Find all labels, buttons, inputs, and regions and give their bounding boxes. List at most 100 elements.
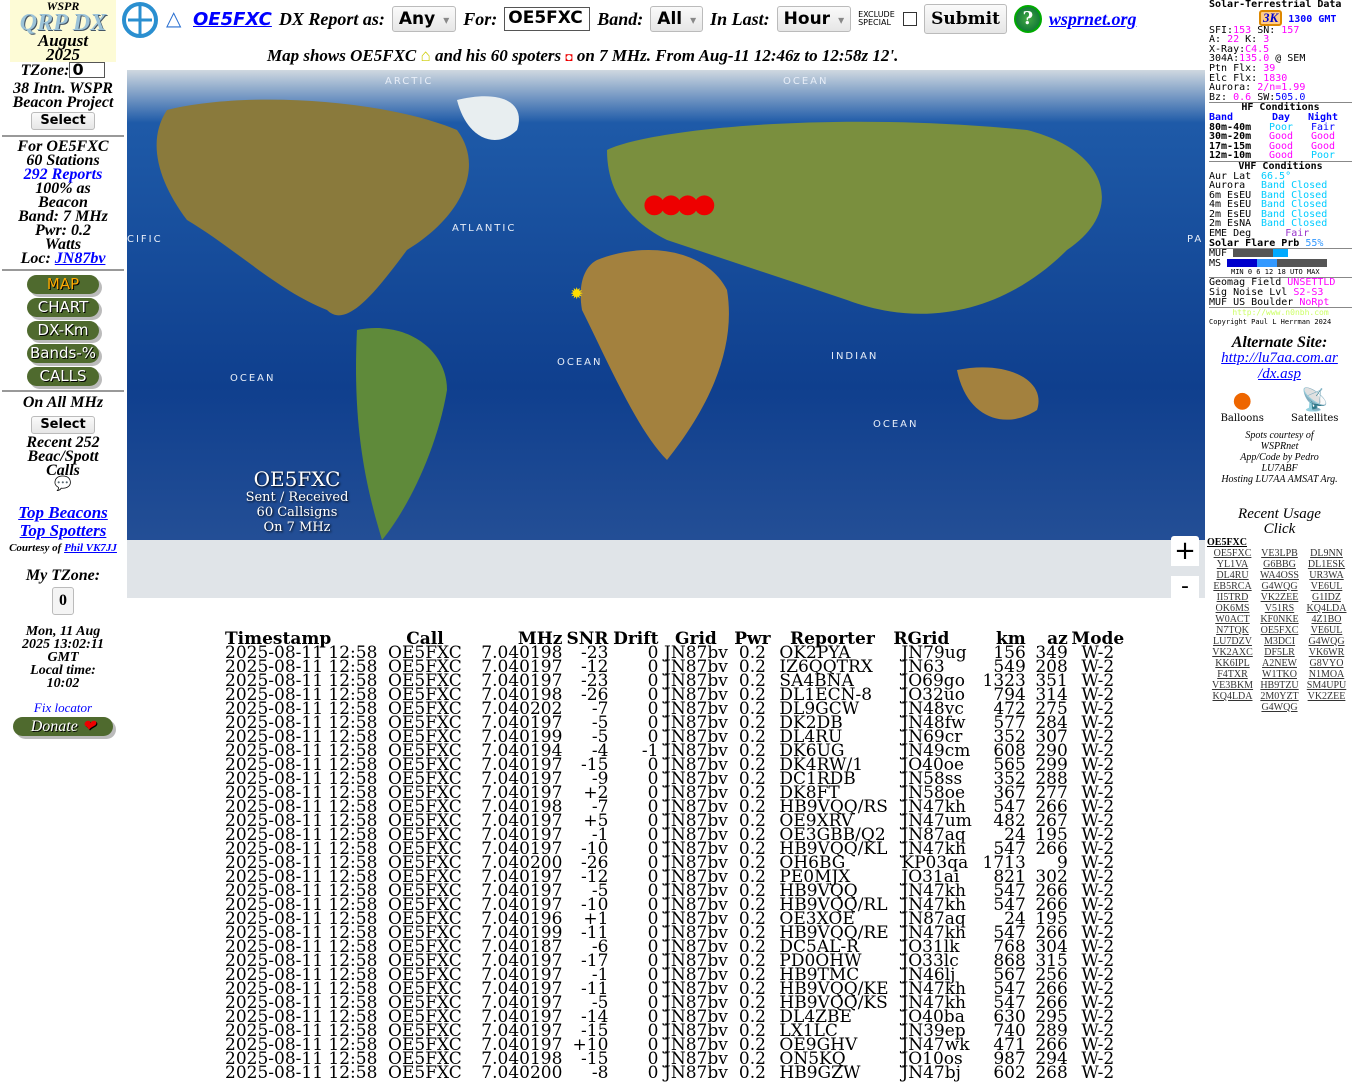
recent-call-link[interactable]: W1TKO xyxy=(1262,668,1297,680)
recent-call-link[interactable]: F4TXR xyxy=(1217,668,1248,680)
phil-link[interactable]: Phil VK7JJ xyxy=(64,542,117,554)
recent-call-link[interactable]: VK6WR xyxy=(1308,646,1345,658)
recent-call-link[interactable]: OE5FXC xyxy=(1213,547,1252,559)
recent-call-link[interactable]: N1MOA xyxy=(1308,668,1345,680)
recent-call-link[interactable]: G1IDZ xyxy=(1312,591,1341,603)
cell-az: 302 xyxy=(1035,867,1068,887)
cell-km: 547 xyxy=(993,881,1026,901)
band-select[interactable]: All xyxy=(650,6,704,32)
callsign-input[interactable]: OE5FXC xyxy=(504,7,591,31)
qrp-dx-logo[interactable]: WSPR QRP DX August 2025 xyxy=(10,0,116,63)
recent-call-link[interactable]: WA4OSS xyxy=(1260,569,1299,581)
all-mhz-select[interactable]: Select xyxy=(31,416,95,434)
recent-call-link[interactable]: G4WQG xyxy=(1261,701,1298,713)
recent-call-link[interactable]: VK2ZEE xyxy=(1307,690,1346,702)
cell-km: 24 xyxy=(1004,909,1026,929)
globe-icon[interactable] xyxy=(120,1,160,39)
recent-call-link[interactable]: VK2AXC xyxy=(1212,646,1253,658)
recent-call-link[interactable]: KQ4LDA xyxy=(1212,690,1253,702)
alt-site-link[interactable]: http://lu7aa.com.ar xyxy=(1221,349,1338,366)
recent-call-link[interactable]: M3DCI xyxy=(1263,635,1296,647)
hf-row: 12m-10m Good Poor xyxy=(1209,151,1352,161)
recent-call-link[interactable]: DL1ESK xyxy=(1307,558,1346,570)
recent-call-link[interactable]: DL4RU xyxy=(1216,569,1249,581)
top-spotters-link[interactable]: Top Spotters xyxy=(19,521,107,540)
n0nbh-link[interactable]: http://www.n0nbh.com xyxy=(1209,307,1352,318)
recent-head[interactable]: OE5FXC xyxy=(1207,536,1247,548)
project-line1: 38 Intn. WSPR xyxy=(13,80,113,97)
top-beacons-link[interactable]: Top Beacons xyxy=(18,503,108,522)
spotter-marker-icon: ◘ xyxy=(565,50,573,64)
my-tzone-button[interactable]: 0 xyxy=(52,587,74,615)
fix-locator-link[interactable]: Fix locator xyxy=(33,700,93,715)
recent-call-link[interactable]: VE3BKM xyxy=(1211,679,1254,691)
recent-call-link[interactable]: DF5LR xyxy=(1264,646,1295,658)
nav-map-button[interactable]: MAP xyxy=(27,275,99,294)
nav-bands-button[interactable]: Bands-% xyxy=(27,344,99,363)
recent-call-link[interactable]: II5TRD xyxy=(1216,591,1249,603)
recent-call-link[interactable]: YL1VA xyxy=(1216,558,1249,570)
cell-call: OE5FXC xyxy=(388,867,462,887)
zoom-out-button[interactable]: - xyxy=(1171,576,1199,598)
cell-mhz: 7.040198 xyxy=(481,643,563,663)
nav-dxkm-button[interactable]: DX-Km xyxy=(27,321,99,340)
recent-call-link[interactable]: HB9TZU xyxy=(1260,679,1299,691)
locator-link[interactable]: JN87bv xyxy=(54,250,106,267)
cell-pwr: 0.2 xyxy=(738,895,766,915)
tzone-input[interactable]: 0 xyxy=(69,62,106,78)
wsprnet-link[interactable]: wsprnet.org xyxy=(1048,8,1137,29)
satellites-link[interactable]: 📡 Satellites xyxy=(1291,387,1339,424)
speech-bubble-icon[interactable]: 💬 xyxy=(54,477,72,492)
recent-call-link[interactable]: OK6MS xyxy=(1215,602,1250,614)
triangle-icon[interactable]: △ xyxy=(166,6,182,30)
recent-call-link[interactable]: VE3LPB xyxy=(1261,547,1298,559)
column-header-rgrid: RGrid xyxy=(893,629,950,649)
nav-chart-button[interactable]: CHART xyxy=(27,298,99,317)
recent-call-link[interactable]: 4Z1BO xyxy=(1311,613,1342,625)
cell-mode: W-2 xyxy=(1081,657,1115,677)
submit-button[interactable]: Submit xyxy=(924,4,1007,34)
recent-call-link[interactable]: V51RS xyxy=(1264,602,1295,614)
cell-pwr: 0.2 xyxy=(738,1021,766,1041)
recent-call-link[interactable]: G4WQG xyxy=(1308,635,1345,647)
solar-widget[interactable]: Solar-Terrestrial Data 3K 1300 GMT SFI:1… xyxy=(1207,0,1352,327)
in-last-select[interactable]: Hour xyxy=(776,6,852,32)
reports-link[interactable]: 292 Reports xyxy=(23,166,103,183)
project-select[interactable]: Select xyxy=(31,112,95,130)
callsign-link[interactable]: OE5FXC xyxy=(193,8,272,30)
world-map[interactable]: ARCTIC OCEAN ATLANTIC CIFIC OCEAN OCEAN … xyxy=(127,70,1205,598)
recent-call-link[interactable]: VE6UL xyxy=(1310,624,1343,636)
recent-call-link[interactable]: A2NEW xyxy=(1262,657,1297,669)
recent-call-link[interactable]: G6BBG xyxy=(1263,558,1296,570)
help-icon[interactable]: ? xyxy=(1013,5,1042,33)
recent-call-link[interactable]: 2M0YZT xyxy=(1260,690,1299,702)
exclude-special-checkbox[interactable] xyxy=(903,12,918,26)
recent-call-link[interactable]: VE6UL xyxy=(1310,580,1343,592)
recent-call-link[interactable]: VK2ZEE xyxy=(1260,591,1299,603)
recent-call-link[interactable]: G4WQG xyxy=(1261,580,1298,592)
cell-call: OE5FXC xyxy=(388,727,462,747)
recent-call-link[interactable]: W0ACT xyxy=(1215,613,1250,625)
recent-call-link[interactable]: KF0NKE xyxy=(1260,613,1299,625)
recent-call-link[interactable]: KQ4LDA xyxy=(1306,602,1347,614)
recent-call-link[interactable]: KK6IPL xyxy=(1215,657,1250,669)
nav-calls-button[interactable]: CALLS xyxy=(27,367,99,386)
alt-site-link-path[interactable]: /dx.asp xyxy=(1258,365,1301,382)
recent-call-link[interactable]: OE5FXC xyxy=(1260,624,1299,636)
recent-call-link[interactable]: LU7DZV xyxy=(1213,635,1252,647)
table-row: 2025-08-11 12:58 OE5FXC 7.040199 -11 0 JN87bv… xyxy=(225,923,1128,943)
recent-call-link[interactable]: N7TQK xyxy=(1216,624,1249,636)
cell-timestamp: 2025-08-11 12:58 xyxy=(225,727,378,747)
donate-button[interactable]: Donate ❤ xyxy=(13,717,113,736)
recent-call-link[interactable]: G8VYO xyxy=(1309,657,1344,669)
recent-call-link[interactable]: EB5RCA xyxy=(1213,580,1252,592)
zoom-in-button[interactable]: + xyxy=(1171,536,1199,566)
recent-call-link[interactable]: SM4UPU xyxy=(1306,679,1347,691)
threek-badge[interactable]: 3K xyxy=(1259,9,1283,26)
report-as-select[interactable]: Any xyxy=(391,6,457,32)
balloons-link[interactable]: ● Balloons xyxy=(1220,387,1264,424)
recent-call-link[interactable]: UR3WA xyxy=(1309,569,1344,581)
cell-mhz: 7.040197 xyxy=(481,965,563,985)
recent-call-link[interactable]: DL9NN xyxy=(1310,547,1343,559)
cell-az: 266 xyxy=(1035,923,1068,943)
